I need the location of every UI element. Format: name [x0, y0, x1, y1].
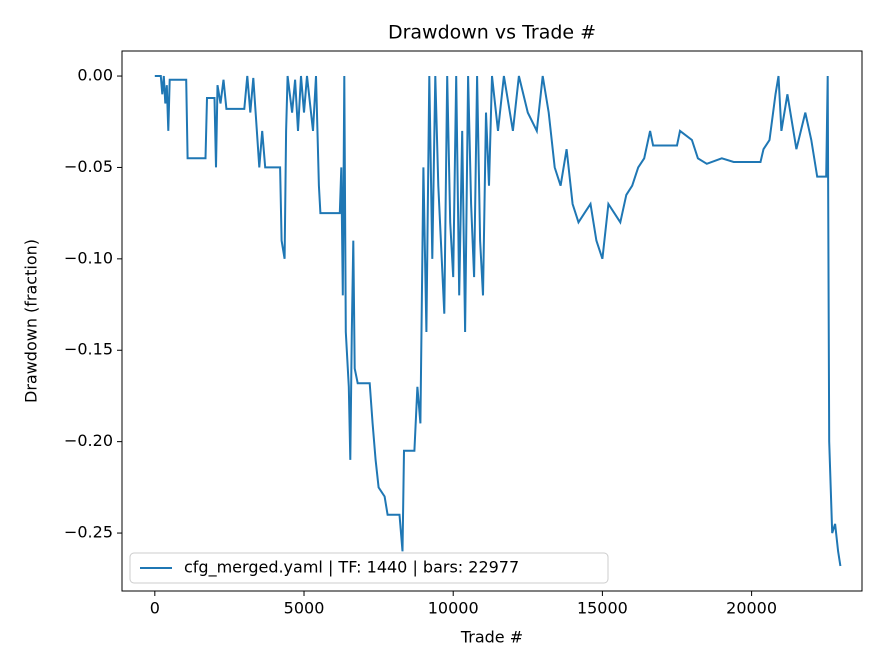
- chart-title: Drawdown vs Trade #: [388, 22, 596, 44]
- legend-box: [129, 552, 609, 584]
- y-axis-label: Drawdown (fraction): [22, 239, 41, 403]
- y-tick-label: −0.05: [64, 157, 113, 176]
- line: [154, 75, 842, 567]
- axes-frame: [121, 50, 863, 592]
- y-tick-label: −0.25: [64, 523, 113, 542]
- x-tick-label: 10000: [428, 599, 479, 618]
- x-tick-label: 5000: [284, 599, 325, 618]
- legend-label: cfg_merged.yaml | TF: 1440 | bars: 22977: [184, 558, 519, 578]
- x-tick-label: 15000: [577, 599, 628, 618]
- x-tick-label: 0: [150, 599, 160, 618]
- x-tick-label: 20000: [726, 599, 777, 618]
- y-tick-label: −0.10: [64, 248, 113, 267]
- y-tick-label: −0.20: [64, 431, 113, 450]
- x-axis-label: Trade #: [460, 628, 523, 647]
- y-tick-label: 0.00: [77, 66, 113, 85]
- y-tick-label: −0.15: [64, 340, 113, 359]
